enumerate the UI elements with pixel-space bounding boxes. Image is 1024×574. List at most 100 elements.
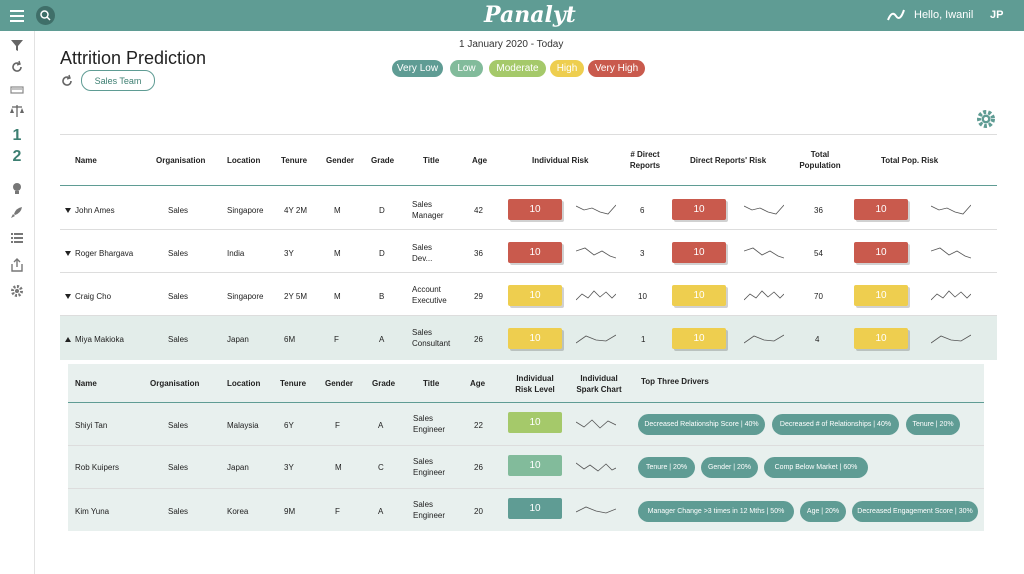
- sub-header-divider: [68, 402, 984, 403]
- col-total-pop-risk[interactable]: Total Pop. Risk: [881, 156, 939, 165]
- total-pop-spark-chart: [931, 290, 971, 301]
- team-filter-chip[interactable]: Sales Team: [81, 70, 155, 91]
- row-name-text: Miya Makioka: [75, 335, 124, 344]
- direct-reports-risk-badge[interactable]: 10: [672, 285, 726, 306]
- sub-col-grade[interactable]: Grade: [372, 379, 396, 388]
- direct-reports-spark-chart: [744, 247, 784, 259]
- row-name-text: John Ames: [75, 206, 115, 215]
- driver-chip[interactable]: Comp Below Market | 60%: [764, 457, 868, 478]
- row-grade: D: [379, 206, 385, 215]
- driver-chip[interactable]: Manager Change >3 times in 12 Mths | 50%: [638, 501, 794, 522]
- col-age[interactable]: Age: [472, 156, 488, 165]
- sub-row-name[interactable]: Rob Kuipers: [75, 463, 120, 472]
- col-location[interactable]: Location: [227, 156, 261, 165]
- individual-risk-badge[interactable]: 10: [508, 328, 562, 349]
- spark-chart: [576, 462, 616, 472]
- expand-toggle-icon[interactable]: [65, 294, 71, 300]
- risk-level-badge[interactable]: 10: [508, 455, 562, 476]
- sub-col-organisation[interactable]: Organisation: [150, 379, 200, 388]
- reset-icon[interactable]: [60, 74, 74, 91]
- sub-col-name[interactable]: Name: [75, 379, 97, 388]
- col-total-population[interactable]: Total Population: [799, 150, 841, 170]
- col-name[interactable]: Name: [75, 156, 97, 165]
- sub-row-org: Sales: [168, 507, 189, 516]
- col-tenure[interactable]: Tenure: [281, 156, 308, 165]
- row-location: Singapore: [227, 292, 264, 301]
- step-one-icon[interactable]: 1: [12, 127, 22, 144]
- legend-high[interactable]: High: [550, 60, 584, 77]
- sub-row-grade: A: [378, 421, 384, 430]
- date-range[interactable]: 1 January 2020 - Today: [459, 39, 564, 50]
- scale-icon[interactable]: [8, 102, 26, 120]
- direct-reports-risk-badge[interactable]: 10: [672, 328, 726, 349]
- collapse-toggle-icon[interactable]: [65, 337, 71, 343]
- col-title[interactable]: Title: [423, 156, 440, 165]
- driver-chip[interactable]: Age | 20%: [800, 501, 846, 522]
- total-pop-risk-badge[interactable]: 10: [854, 285, 908, 306]
- sub-col-age[interactable]: Age: [470, 379, 486, 388]
- expand-toggle-icon[interactable]: [65, 208, 71, 214]
- risk-level-badge[interactable]: 10: [508, 498, 562, 519]
- lightbulb-icon[interactable]: [8, 180, 26, 198]
- sub-col-risk-level[interactable]: Individual Risk Level: [515, 374, 555, 394]
- col-gender[interactable]: Gender: [326, 156, 355, 165]
- sub-row-tenure: 9M: [284, 507, 296, 516]
- driver-chip[interactable]: Decreased Relationship Score | 40%: [638, 414, 765, 435]
- row-name[interactable]: Miya Makioka: [65, 334, 124, 345]
- share-icon[interactable]: [8, 256, 26, 274]
- list-icon[interactable]: [8, 229, 26, 247]
- driver-chip[interactable]: Gender | 20%: [701, 457, 758, 478]
- step-two-icon[interactable]: 2: [12, 148, 22, 165]
- driver-chip[interactable]: Tenure | 20%: [638, 457, 695, 478]
- col-direct-reports-risk[interactable]: Direct Reports' Risk: [690, 156, 767, 165]
- col-grade[interactable]: Grade: [371, 156, 395, 165]
- driver-chip[interactable]: Decreased Engagement Score | 30%: [852, 501, 978, 522]
- row-org: Sales: [168, 249, 189, 258]
- filter-icon[interactable]: [8, 36, 26, 54]
- row-name[interactable]: John Ames: [65, 205, 115, 216]
- search-icon[interactable]: [36, 6, 55, 25]
- sub-row-name[interactable]: Kim Yuna: [75, 507, 110, 516]
- risk-level-badge[interactable]: 10: [508, 412, 562, 433]
- col-organisation[interactable]: Organisation: [156, 156, 206, 165]
- settings-icon[interactable]: [8, 282, 26, 300]
- col-direct-reports[interactable]: # Direct Reports: [629, 150, 661, 170]
- table-settings-icon[interactable]: [975, 108, 997, 130]
- sub-col-title[interactable]: Title: [423, 379, 440, 388]
- row-tenure: 6M: [284, 335, 296, 344]
- driver-chip[interactable]: Tenure | 20%: [906, 414, 960, 435]
- row-name[interactable]: Roger Bhargava: [65, 248, 133, 259]
- direct-reports-risk-badge[interactable]: 10: [672, 242, 726, 263]
- direct-reports-risk-badge[interactable]: 10: [672, 199, 726, 220]
- sub-row-name[interactable]: Shiyi Tan: [75, 421, 108, 430]
- individual-risk-badge[interactable]: 10: [508, 199, 562, 220]
- rocket-icon[interactable]: [8, 203, 26, 221]
- direct-reports-spark-chart: [744, 334, 784, 344]
- sub-row-gender: F: [335, 507, 340, 516]
- sub-col-gender[interactable]: Gender: [325, 379, 354, 388]
- sub-col-drivers[interactable]: Top Three Drivers: [641, 377, 709, 386]
- sub-col-spark-chart[interactable]: Individual Spark Chart: [576, 374, 622, 394]
- sub-col-tenure[interactable]: Tenure: [280, 379, 307, 388]
- driver-chip[interactable]: Decreased # of Relationships | 40%: [772, 414, 899, 435]
- sub-row-grade: C: [378, 463, 384, 472]
- menu-icon[interactable]: [10, 7, 24, 24]
- legend-moderate[interactable]: Moderate: [489, 60, 546, 77]
- sub-col-location[interactable]: Location: [227, 379, 261, 388]
- col-individual-risk[interactable]: Individual Risk: [532, 156, 589, 165]
- total-pop-risk-badge[interactable]: 10: [854, 199, 908, 220]
- row-name[interactable]: Craig Cho: [65, 291, 111, 302]
- total-pop-risk-badge[interactable]: 10: [854, 328, 908, 349]
- row-tenure: 3Y: [284, 249, 294, 258]
- legend-very-low[interactable]: Very Low: [392, 60, 443, 77]
- brand-logo[interactable]: Panalyt: [484, 2, 576, 28]
- individual-risk-badge[interactable]: 10: [508, 285, 562, 306]
- legend-low[interactable]: Low: [450, 60, 483, 77]
- refresh-icon[interactable]: [8, 58, 26, 76]
- user-avatar[interactable]: JP: [990, 9, 1004, 21]
- legend-very-high[interactable]: Very High: [588, 60, 645, 77]
- total-pop-risk-badge[interactable]: 10: [854, 242, 908, 263]
- expand-toggle-icon[interactable]: [65, 251, 71, 257]
- individual-risk-badge[interactable]: 10: [508, 242, 562, 263]
- cards-icon[interactable]: [8, 81, 26, 99]
